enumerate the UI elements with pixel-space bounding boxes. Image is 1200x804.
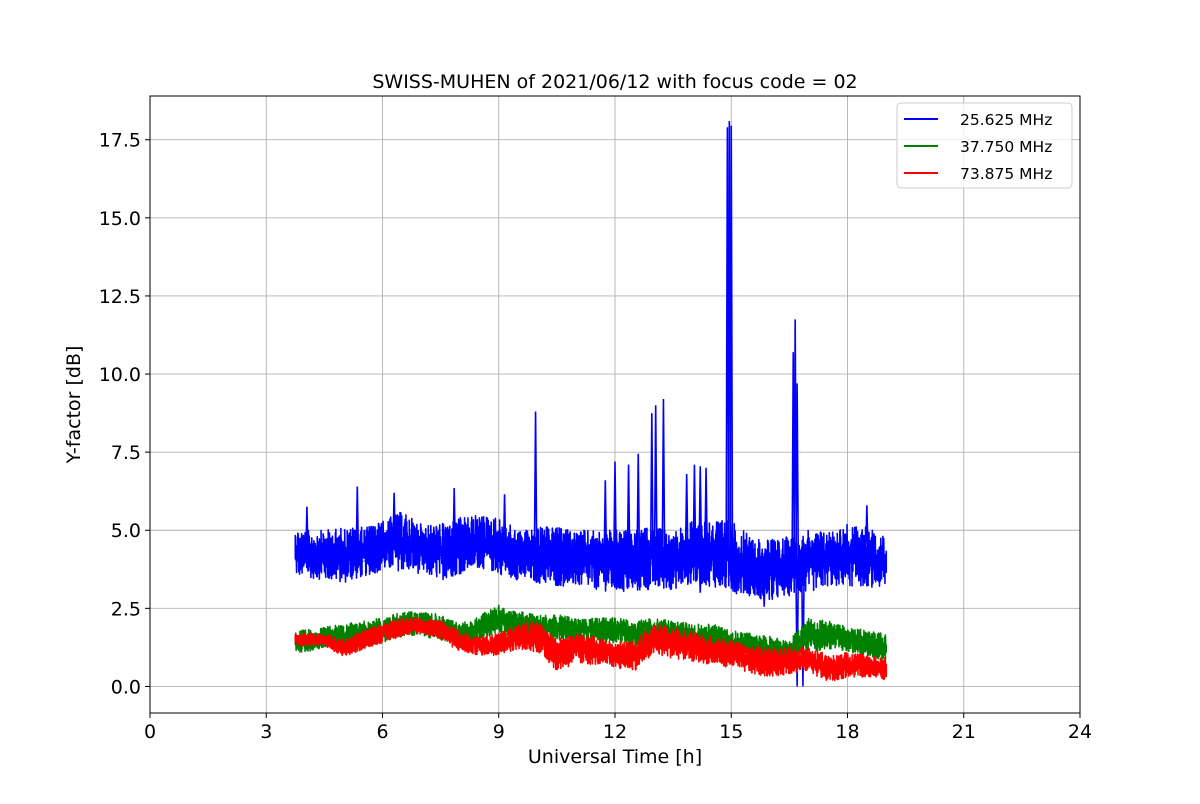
x-tick-label: 18 <box>835 721 859 743</box>
series-spike <box>626 464 631 562</box>
series-spike <box>613 461 617 562</box>
series-line <box>295 623 887 672</box>
series-spike <box>649 413 654 559</box>
y-tick-label: 5.0 <box>111 520 141 542</box>
x-tick-label: 15 <box>719 721 743 743</box>
series-spike <box>653 405 658 559</box>
series-spike <box>502 494 507 558</box>
series-spike <box>795 383 800 569</box>
plot-series <box>294 120 888 687</box>
legend-label: 73.875 MHz <box>960 165 1052 183</box>
y-tick-label: 0.0 <box>111 676 141 698</box>
series-spike <box>692 464 697 556</box>
series-spike <box>452 488 457 555</box>
x-tick-label: 9 <box>493 721 505 743</box>
series-dip <box>698 555 703 593</box>
series-spike <box>603 480 608 562</box>
legend-label: 37.750 MHz <box>960 138 1052 156</box>
x-tick-label: 0 <box>144 721 156 743</box>
y-tick-label: 2.5 <box>111 598 141 620</box>
x-tick-label: 12 <box>603 721 627 743</box>
y-axis-label: Y-factor [dB] <box>63 346 85 465</box>
series-line <box>295 542 887 575</box>
y-tick-label: 15.0 <box>99 208 141 230</box>
x-tick-label: 6 <box>376 721 388 743</box>
legend-box <box>896 102 1073 189</box>
series-spike <box>661 399 666 560</box>
series-dip <box>762 572 767 607</box>
series-25-625-mhz <box>294 120 888 687</box>
x-tick-label: 21 <box>952 721 976 743</box>
chart-title: SWISS-MUHEN of 2021/06/12 with focus cod… <box>372 71 857 93</box>
y-tick-label: 12.5 <box>99 286 141 308</box>
x-tick-label: 3 <box>260 721 272 743</box>
series-spike <box>704 467 709 556</box>
series-spike <box>684 473 689 558</box>
series-73-875-mhz <box>294 617 888 682</box>
y-tick-label: 10.0 <box>99 364 141 386</box>
legend-label: 25.625 MHz <box>960 111 1052 129</box>
series-trace <box>294 617 888 682</box>
y-tick-label: 17.5 <box>99 130 141 152</box>
series-spike <box>355 486 360 563</box>
x-tick-label: 24 <box>1068 721 1092 743</box>
legend: 25.625 MHz 37.750 MHz 73.875 MHz <box>896 102 1073 189</box>
series-spike <box>636 453 641 561</box>
y-tick-label: 7.5 <box>111 442 141 464</box>
series-spike <box>392 492 397 547</box>
series-spike <box>304 506 309 559</box>
x-axis-label: Universal Time [h] <box>528 746 702 768</box>
series-spike <box>864 505 869 559</box>
axis-ticks: 0 3 6 9 12 15 18 21 24 0.0 2.5 5.0 7.5 10.0 12.5 15.0 17… <box>99 130 1092 743</box>
series-spike <box>729 125 734 556</box>
series-spike <box>698 466 703 556</box>
series-spike <box>533 411 538 559</box>
